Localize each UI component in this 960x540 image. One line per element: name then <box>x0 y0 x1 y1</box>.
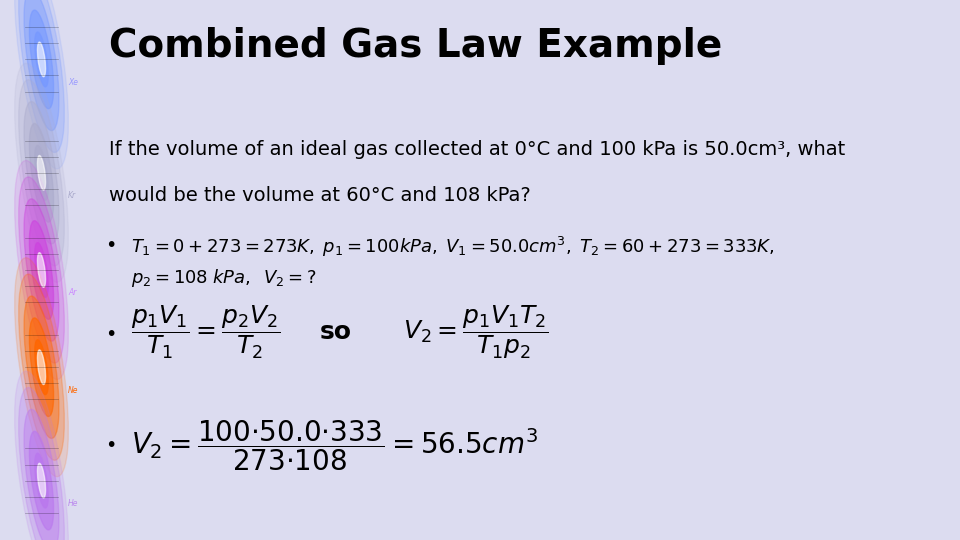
Ellipse shape <box>37 156 45 190</box>
Ellipse shape <box>37 463 45 498</box>
Text: so: so <box>320 320 351 344</box>
Ellipse shape <box>30 221 54 319</box>
Ellipse shape <box>18 0 64 152</box>
Ellipse shape <box>30 431 54 530</box>
Ellipse shape <box>14 63 68 282</box>
Ellipse shape <box>30 124 54 222</box>
Ellipse shape <box>24 102 59 244</box>
Ellipse shape <box>14 371 68 540</box>
Ellipse shape <box>35 453 48 508</box>
Ellipse shape <box>35 340 48 395</box>
Text: Xe: Xe <box>68 78 78 87</box>
Ellipse shape <box>18 388 64 540</box>
Ellipse shape <box>24 199 59 341</box>
Text: would be the volume at 60°C and 108 kPa?: would be the volume at 60°C and 108 kPa? <box>109 186 531 205</box>
Ellipse shape <box>18 274 64 460</box>
Ellipse shape <box>24 296 59 438</box>
Text: Kr: Kr <box>68 191 76 200</box>
Ellipse shape <box>14 0 68 169</box>
Text: $V_2 = \dfrac{p_1V_1T_2}{T_1p_2}$: $V_2 = \dfrac{p_1V_1T_2}{T_1p_2}$ <box>403 303 548 361</box>
Text: He: He <box>68 499 79 508</box>
Ellipse shape <box>35 242 48 298</box>
Text: •: • <box>105 325 116 345</box>
Text: •: • <box>105 236 116 255</box>
Text: If the volume of an ideal gas collected at 0°C and 100 kPa is 50.0cm³, what: If the volume of an ideal gas collected … <box>109 140 846 159</box>
Text: Combined Gas Law Example: Combined Gas Law Example <box>109 27 723 65</box>
Text: $p_2 = 108\; kPa,\;\; V_2 =?$: $p_2 = 108\; kPa,\;\; V_2 =?$ <box>132 267 317 289</box>
Ellipse shape <box>14 258 68 477</box>
Ellipse shape <box>18 177 64 363</box>
Ellipse shape <box>37 350 45 384</box>
Ellipse shape <box>24 409 59 540</box>
Text: Ne: Ne <box>68 386 79 395</box>
Ellipse shape <box>30 318 54 416</box>
Ellipse shape <box>14 160 68 380</box>
Ellipse shape <box>37 42 45 77</box>
Ellipse shape <box>24 0 59 131</box>
Text: •: • <box>105 436 116 455</box>
Text: $\dfrac{p_1V_1}{T_1} = \dfrac{p_2V_2}{T_2}$: $\dfrac{p_1V_1}{T_1} = \dfrac{p_2V_2}{T_… <box>132 303 280 361</box>
Text: $V_2 = \dfrac{100{\cdot}50.0{\cdot}333}{273{\cdot}108} = 56.5cm^3$: $V_2 = \dfrac{100{\cdot}50.0{\cdot}333}{… <box>132 418 539 473</box>
Ellipse shape <box>35 145 48 200</box>
Text: Ar: Ar <box>68 288 77 298</box>
Ellipse shape <box>18 80 64 266</box>
Ellipse shape <box>35 32 48 87</box>
Ellipse shape <box>30 10 54 109</box>
Text: $T_1 = 0 + 273 = 273K,\; p_1 = 100kPa,\; V_1 = 50.0cm^3,\; T_2 = 60 + 273 = 333K: $T_1 = 0 + 273 = 273K,\; p_1 = 100kPa,\;… <box>132 235 775 259</box>
Ellipse shape <box>37 253 45 287</box>
